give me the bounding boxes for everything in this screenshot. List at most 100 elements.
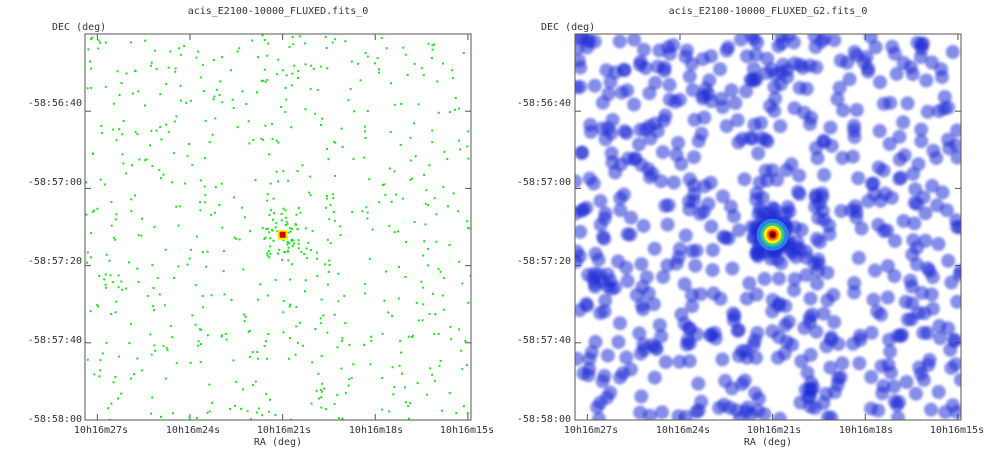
count-pixel bbox=[99, 369, 102, 372]
count-pixel bbox=[90, 86, 93, 89]
count-pixel bbox=[178, 47, 181, 50]
smoothed-blob bbox=[942, 141, 957, 156]
count-pixel bbox=[110, 313, 113, 315]
count-pixel bbox=[211, 401, 214, 404]
count-pixel bbox=[263, 39, 266, 41]
count-pixel bbox=[195, 56, 198, 59]
smoothed-blob bbox=[851, 171, 866, 186]
count-pixel bbox=[105, 341, 108, 344]
panel-left-ylabel: DEC (deg) bbox=[52, 22, 106, 33]
count-pixel bbox=[86, 358, 89, 361]
count-pixel bbox=[153, 225, 156, 228]
count-pixel bbox=[425, 189, 428, 192]
count-pixel bbox=[86, 251, 89, 254]
smoothed-blob bbox=[623, 362, 638, 377]
count-pixel bbox=[370, 339, 373, 342]
smoothed-blob bbox=[924, 402, 939, 417]
count-pixel bbox=[240, 206, 243, 209]
smoothed-blob bbox=[889, 66, 904, 81]
count-pixel bbox=[368, 178, 371, 181]
count-pixel bbox=[427, 42, 430, 45]
smoothed-blob bbox=[861, 194, 876, 209]
count-pixel bbox=[130, 198, 133, 201]
count-pixel bbox=[118, 94, 121, 96]
count-pixel bbox=[297, 207, 300, 210]
count-pixel bbox=[213, 211, 216, 214]
count-pixel bbox=[235, 237, 238, 240]
count-pixel bbox=[284, 209, 287, 212]
count-pixel bbox=[459, 148, 462, 151]
smoothed-blob bbox=[931, 237, 946, 251]
panel-right-x-tick-labels: 10h16m27s 10h16m24s 10h16m21s 10h16m18s … bbox=[564, 425, 984, 436]
smoothed-blob bbox=[705, 263, 720, 278]
count-pixel bbox=[155, 129, 158, 132]
count-pixel bbox=[385, 270, 387, 273]
count-pixel bbox=[112, 102, 115, 105]
count-pixel bbox=[327, 283, 329, 286]
count-pixel bbox=[309, 175, 312, 178]
smoothed-blob bbox=[682, 354, 697, 369]
count-pixel bbox=[268, 250, 270, 253]
count-pixel bbox=[320, 406, 323, 409]
count-pixel bbox=[466, 220, 469, 223]
count-pixel bbox=[128, 342, 131, 344]
count-pixel bbox=[218, 204, 221, 206]
smoothed-blob bbox=[753, 116, 768, 130]
smoothed-blob bbox=[746, 61, 761, 76]
count-pixel bbox=[212, 98, 215, 101]
smoothed-blob bbox=[655, 405, 669, 420]
smoothed-blob bbox=[620, 274, 635, 288]
smoothed-blob bbox=[654, 329, 669, 344]
count-pixel bbox=[344, 322, 347, 325]
smoothed-blob bbox=[682, 69, 697, 84]
count-pixel bbox=[266, 294, 269, 297]
count-pixel bbox=[407, 405, 410, 408]
smoothed-blob bbox=[899, 375, 914, 389]
smoothed-blob bbox=[907, 216, 922, 231]
count-pixel bbox=[442, 277, 445, 280]
count-pixel bbox=[409, 178, 412, 181]
smoothed-blob bbox=[894, 170, 909, 185]
count-pixel bbox=[141, 217, 143, 220]
count-pixel bbox=[462, 52, 465, 54]
count-pixel bbox=[458, 328, 461, 331]
count-pixel bbox=[319, 317, 322, 320]
count-pixel bbox=[196, 416, 198, 419]
smoothed-blob bbox=[703, 175, 718, 190]
smoothed-blob bbox=[760, 134, 775, 149]
count-pixel bbox=[175, 115, 178, 118]
count-pixel bbox=[122, 120, 125, 122]
count-pixel bbox=[274, 278, 277, 281]
count-pixel bbox=[150, 61, 153, 64]
smoothed-blob bbox=[696, 204, 711, 219]
smoothed-blob bbox=[658, 355, 673, 370]
smoothed-blob bbox=[863, 34, 878, 44]
count-pixel bbox=[165, 123, 168, 126]
count-pixel bbox=[222, 270, 225, 273]
y-tick-label: -58:57:00 bbox=[517, 177, 571, 188]
count-pixel bbox=[151, 396, 154, 399]
smoothed-blob bbox=[831, 371, 846, 386]
count-pixel bbox=[201, 63, 204, 66]
count-pixel bbox=[252, 138, 255, 141]
smoothed-blob bbox=[705, 243, 720, 257]
count-pixel bbox=[287, 357, 290, 360]
count-pixel bbox=[317, 372, 320, 375]
count-pixel bbox=[121, 153, 124, 156]
count-pixel bbox=[293, 64, 296, 67]
count-pixel bbox=[269, 182, 272, 185]
count-pixel bbox=[296, 228, 299, 230]
count-pixel bbox=[467, 301, 470, 304]
count-pixel bbox=[380, 36, 383, 39]
count-pixel bbox=[304, 279, 307, 282]
count-pixel bbox=[273, 212, 275, 215]
smoothed-blob bbox=[885, 39, 900, 54]
smoothed-blob bbox=[834, 204, 849, 219]
count-pixel bbox=[389, 131, 392, 133]
count-pixel bbox=[321, 117, 324, 120]
smoothed-blob bbox=[908, 386, 923, 401]
count-pixel bbox=[229, 407, 232, 410]
smoothed-blob bbox=[871, 403, 886, 418]
count-pixel bbox=[437, 333, 440, 335]
count-pixel bbox=[186, 263, 189, 266]
